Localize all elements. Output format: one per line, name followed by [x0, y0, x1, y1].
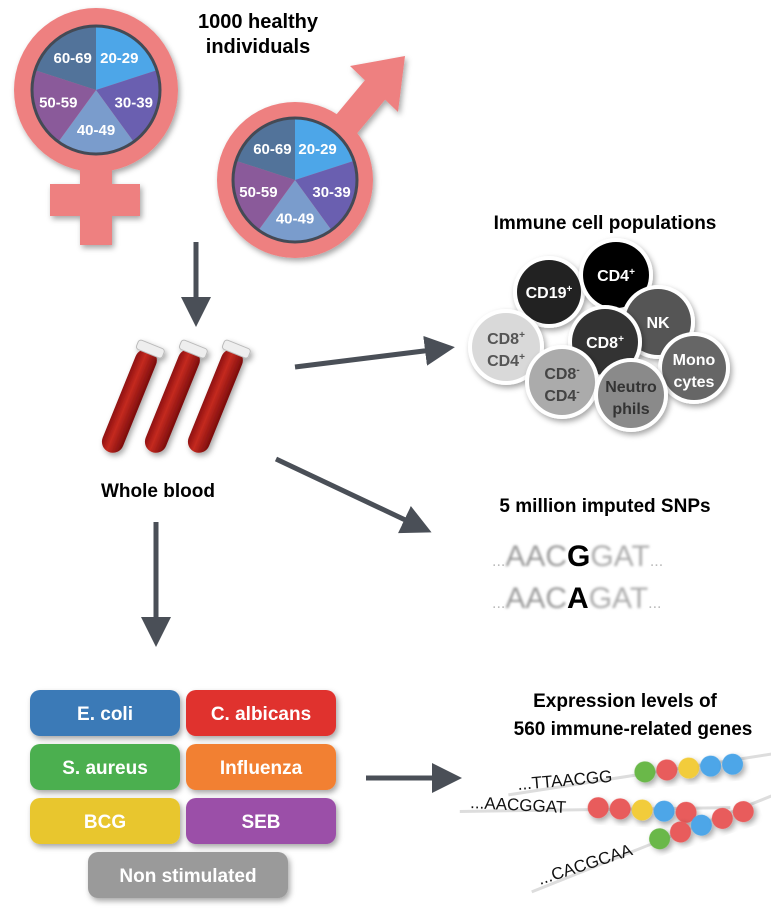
cell-label: CD4-: [544, 387, 579, 405]
cell-label: CD4+: [597, 267, 635, 285]
immune-cell-cluster: CD19+ CD4+ NK CD8+ CD4+ CD8+ Mono cytes CD8- CD4-…: [468, 238, 730, 432]
stimulus-seb: SEB: [186, 798, 336, 844]
stimulus-label: Non stimulated: [119, 866, 256, 887]
cell-label: CD8+: [586, 334, 624, 352]
cohort-title-line2: individuals: [206, 36, 310, 58]
age-group-label: 40-49: [77, 122, 115, 139]
expression-bead: [700, 755, 722, 777]
stimulus-bcg: BCG: [30, 798, 180, 844]
snp-seq-1: ...AACGGAT...: [492, 540, 663, 573]
pie-slice-50-59: [32, 70, 96, 142]
cohort-title-line1: 1000 healthy: [198, 11, 319, 33]
pie-border: [30, 24, 162, 156]
stimulus-influenza: Influenza: [186, 744, 336, 790]
cell-label: Mono: [673, 352, 716, 369]
age-group-label: 60-69: [53, 50, 91, 67]
stimulus-label: SEB: [241, 812, 280, 833]
age-group-label: 20-29: [298, 141, 336, 158]
cell-label: CD8-: [544, 365, 579, 383]
expression-bead: [690, 814, 712, 836]
expression-title-line2: 560 immune-related genes: [514, 719, 753, 740]
gene-sequence: ...AACGGAT: [470, 793, 567, 817]
immune-cell-cd4pos: CD4+: [579, 238, 653, 312]
pie-slice-40-49: [58, 90, 134, 155]
stimulus-label: E. coli: [77, 704, 133, 725]
expression-bead: [649, 828, 671, 850]
stimulus-non-stimulated: Non stimulated: [88, 852, 288, 898]
stimulus-label: C. albicans: [211, 704, 311, 725]
pie-border: [231, 116, 359, 244]
age-group-label: 50-59: [39, 95, 77, 112]
snp-seq-2: ...AACAGAT...: [492, 582, 662, 615]
expression-bead: [653, 800, 675, 822]
pie-slice-20-29: [295, 118, 354, 180]
gene-sequence: ...CACGCAA: [535, 840, 635, 889]
cell-label: CD19+: [526, 284, 573, 302]
age-group-label: 30-39: [115, 95, 153, 112]
stimulus-label: BCG: [84, 812, 126, 833]
expression-bead: [722, 753, 744, 775]
immune-cell-cd19pos: CD19+: [513, 256, 585, 328]
expression-bead: [609, 798, 631, 820]
pie-slice-60-69: [35, 26, 96, 90]
age-group-label: 60-69: [253, 141, 291, 158]
immune-cell-monocytes: Mono cytes: [658, 332, 730, 404]
arrow-to-snps: [274, 456, 432, 534]
snp-sequences: ...AACGGAT... ...AACAGAT...: [492, 540, 663, 615]
cell-label: cytes: [674, 374, 715, 391]
expression-row: ...TTAACGG: [508, 751, 771, 797]
cell-label: CD8+: [487, 330, 525, 348]
pie-slice-50-59: [233, 160, 295, 231]
immune-cells-title: Immune cell populations: [494, 213, 717, 234]
expression-bead: [634, 761, 656, 783]
cell-label: NK: [646, 315, 670, 332]
expression-title-line1: Expression levels of: [533, 691, 717, 712]
pie-slice-40-49: [258, 180, 332, 242]
expression-rows: ...TTAACGG...AACGGAT ...CACGCAA: [459, 751, 771, 894]
pie-slice-20-29: [96, 26, 157, 90]
expression-bead: [631, 799, 653, 821]
age-group-label: 50-59: [239, 184, 277, 201]
expression-bead: [669, 821, 691, 843]
flow-arrows: [141, 242, 462, 793]
gene-sequence: ...TTAACGG: [517, 767, 613, 794]
age-group-label: 20-29: [100, 50, 138, 67]
pie-slice-30-39: [295, 160, 357, 231]
snps-title: 5 million imputed SNPs: [499, 496, 710, 517]
cell-label: phils: [612, 401, 649, 418]
stimuli-grid: E. coli C. albicans S. aureus Influenza BCG S…: [30, 690, 336, 898]
stimulus-label: S. aureus: [62, 758, 148, 779]
expression-bead: [678, 757, 700, 779]
cell-label: CD4+: [487, 352, 525, 370]
male-age-pie: 20-29 30-39 40-49 50-59 60-69: [231, 116, 359, 244]
immune-cell-cd8negcd4neg: CD8- CD4-: [525, 345, 599, 419]
expression-bead: [587, 797, 609, 819]
expression-bead: [732, 801, 754, 823]
age-group-label: 30-39: [312, 184, 350, 201]
stimulus-e-coli: E. coli: [30, 690, 180, 736]
blood-tubes-icon: [101, 339, 251, 453]
stimulus-c-albicans: C. albicans: [186, 690, 336, 736]
stimulus-s-aureus: S. aureus: [30, 744, 180, 790]
immune-cell-cd8poscd4pos: CD8+ CD4+: [468, 309, 544, 385]
expression-bead: [675, 801, 697, 823]
pie-slice-30-39: [96, 70, 161, 142]
cell-label: Neutro: [605, 379, 657, 396]
pie-slice-60-69: [236, 118, 295, 180]
expression-bead: [656, 759, 678, 781]
stimulus-label: Influenza: [220, 758, 303, 779]
arrow-to-immune-cells: [294, 335, 455, 370]
expression-bead: [711, 807, 733, 829]
whole-blood-label: Whole blood: [101, 481, 215, 502]
age-group-label: 40-49: [276, 211, 314, 228]
expression-row: ...AACGGAT: [459, 793, 731, 823]
immune-cell-neutrophils: Neutro phils: [594, 358, 668, 432]
